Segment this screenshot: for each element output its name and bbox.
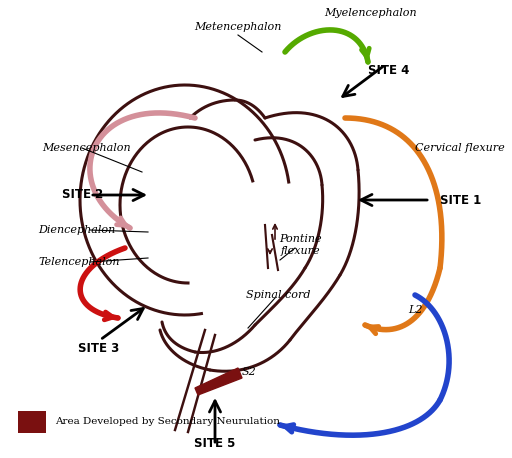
Text: Metencephalon: Metencephalon [195, 22, 282, 32]
Text: SITE 3: SITE 3 [78, 342, 119, 354]
Polygon shape [195, 368, 242, 395]
Text: Telencephalon: Telencephalon [38, 257, 119, 267]
Text: Myelencephalon: Myelencephalon [324, 8, 416, 18]
Text: Pontine
flexure: Pontine flexure [279, 234, 322, 256]
Text: SITE 5: SITE 5 [195, 437, 236, 450]
Text: L2: L2 [408, 305, 422, 315]
Bar [18, 411, 46, 433]
Text: Spinal cord: Spinal cord [246, 290, 310, 300]
Text: SITE 1: SITE 1 [440, 193, 481, 207]
Text: Mesencephalon: Mesencephalon [42, 143, 131, 153]
Text: Area Developed by Secondary Neurulation: Area Developed by Secondary Neurulation [55, 418, 280, 426]
Text: SITE 4: SITE 4 [368, 64, 410, 76]
Text: S2: S2 [242, 367, 257, 377]
Text: Diencephalon: Diencephalon [38, 225, 115, 235]
Text: SITE 2: SITE 2 [62, 189, 103, 202]
Text: Cervical flexure: Cervical flexure [415, 143, 505, 153]
